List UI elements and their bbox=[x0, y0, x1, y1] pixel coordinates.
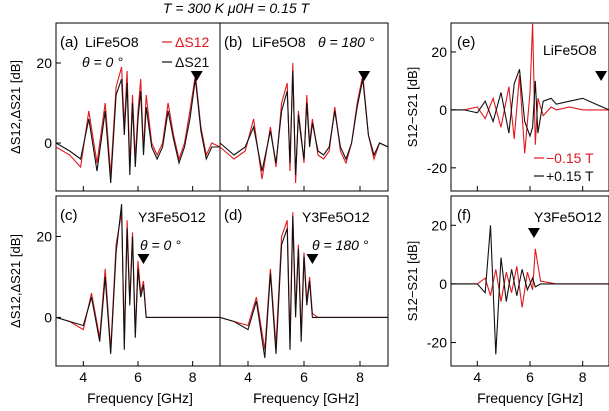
panel-a-angle: θ = 0 ° bbox=[82, 54, 123, 70]
panel-c-marker bbox=[137, 254, 150, 264]
xlabel-d: Frequency [GHz] bbox=[253, 390, 359, 406]
panel-e-legend-black: +0.15 T bbox=[546, 168, 594, 184]
ylabel-bottom-left: ΔS12,ΔS21 [dB] bbox=[8, 234, 23, 328]
ylabel-bottom-right: S12−S21 [dB] bbox=[405, 241, 420, 322]
xlabel-c: Frequency [GHz] bbox=[87, 390, 193, 406]
panel-e-marker bbox=[595, 71, 608, 81]
panel-d-xtick-label: 8 bbox=[356, 369, 364, 385]
panel-f-series-1 bbox=[451, 248, 609, 308]
panel-e-ytick-label: 0 bbox=[439, 102, 447, 118]
header-conditions: T = 300 K μ0H = 0.15 T bbox=[163, 0, 311, 16]
panel-e-plot: -20 0 20 bbox=[427, 22, 609, 191]
ylabel-top-left: ΔS12,ΔS21 [dB] bbox=[8, 60, 23, 154]
panel-d-xtick-label: 6 bbox=[300, 369, 308, 385]
panel-a-series-1 bbox=[55, 66, 221, 176]
panel-c-xtick-label: 4 bbox=[79, 369, 87, 385]
panel-f-ytick-label: 0 bbox=[439, 276, 447, 292]
panel-e-ytick-label: 20 bbox=[431, 44, 447, 60]
panel-c-angle: θ = 0 ° bbox=[140, 237, 181, 253]
panel-b-label: (b) bbox=[224, 34, 242, 51]
panel-c-plot: 0 20 4 6 8 bbox=[36, 204, 220, 385]
panel-d-label: (d) bbox=[224, 207, 242, 224]
panel-d-xtick-label: 4 bbox=[244, 369, 252, 385]
panel-c-sample: Y3Fe5O12 bbox=[138, 209, 206, 225]
panel-d-angle: θ = 180 ° bbox=[312, 237, 369, 253]
panel-b-series-1 bbox=[219, 62, 389, 184]
panel-e-ytick-label: -20 bbox=[427, 160, 447, 176]
panel-e-label: (e) bbox=[457, 34, 475, 51]
panel-a-plot: 0 20 bbox=[36, 55, 221, 191]
panel-a-ytick-label: 20 bbox=[36, 55, 52, 71]
panel-b-angle: θ = 180 ° bbox=[318, 34, 375, 50]
panel-f-series-2 bbox=[451, 225, 609, 355]
panel-f-label: (f) bbox=[457, 207, 471, 224]
panel-f-plot: -20 0 20 4 6 8 bbox=[427, 217, 609, 385]
panel-e-series-2 bbox=[451, 69, 609, 138]
panel-f-ytick-label: -20 bbox=[427, 335, 447, 351]
panel-c-series-2 bbox=[55, 204, 220, 354]
panel-b-plot bbox=[219, 62, 389, 191]
panel-d-marker bbox=[306, 254, 319, 264]
panel-b-marker bbox=[358, 71, 371, 81]
panel-f-xtick-label: 6 bbox=[526, 369, 534, 385]
panel-b-series-2 bbox=[219, 70, 389, 176]
panel-d-series-1 bbox=[219, 212, 388, 350]
panel-a-series-2 bbox=[55, 78, 220, 184]
panel-f-xtick-label: 4 bbox=[473, 369, 481, 385]
panel-c-ytick-label: 0 bbox=[44, 309, 52, 325]
panel-c-label: (c) bbox=[60, 207, 78, 224]
panel-f-marker bbox=[527, 228, 540, 238]
panel-a-marker bbox=[190, 71, 203, 81]
panel-a-label: (a) bbox=[60, 34, 78, 51]
panel-e-legend-red: −0.15 T bbox=[546, 150, 594, 166]
panel-a-legend-red: ΔS12 bbox=[175, 34, 209, 50]
panel-f-ytick-label: 20 bbox=[431, 217, 447, 233]
panel-d-sample: Y3Fe5O12 bbox=[302, 209, 370, 225]
panel-f-xtick-label: 8 bbox=[579, 369, 587, 385]
panel-e-sample: LiFe5O8 bbox=[543, 42, 597, 58]
panel-d-series-2 bbox=[219, 216, 388, 358]
panel-c-ytick-label: 20 bbox=[36, 228, 52, 244]
panel-d-plot: 4 6 8 bbox=[219, 212, 388, 385]
ylabel-top-right: S12−S21 [dB] bbox=[405, 67, 420, 148]
panel-b-sample: LiFe5O8 bbox=[252, 34, 306, 50]
panel-c-xtick-label: 6 bbox=[134, 369, 142, 385]
panel-a-legend-black: ΔS21 bbox=[175, 54, 209, 70]
panel-a-sample: LiFe5O8 bbox=[85, 34, 139, 50]
panel-e-series-1 bbox=[451, 22, 609, 154]
panel-f-sample: Y3Fe5O12 bbox=[534, 209, 602, 225]
panel-a-ytick-label: 0 bbox=[44, 135, 52, 151]
xlabel-f: Frequency [GHz] bbox=[477, 390, 583, 406]
panel-c-xtick-label: 8 bbox=[189, 369, 197, 385]
